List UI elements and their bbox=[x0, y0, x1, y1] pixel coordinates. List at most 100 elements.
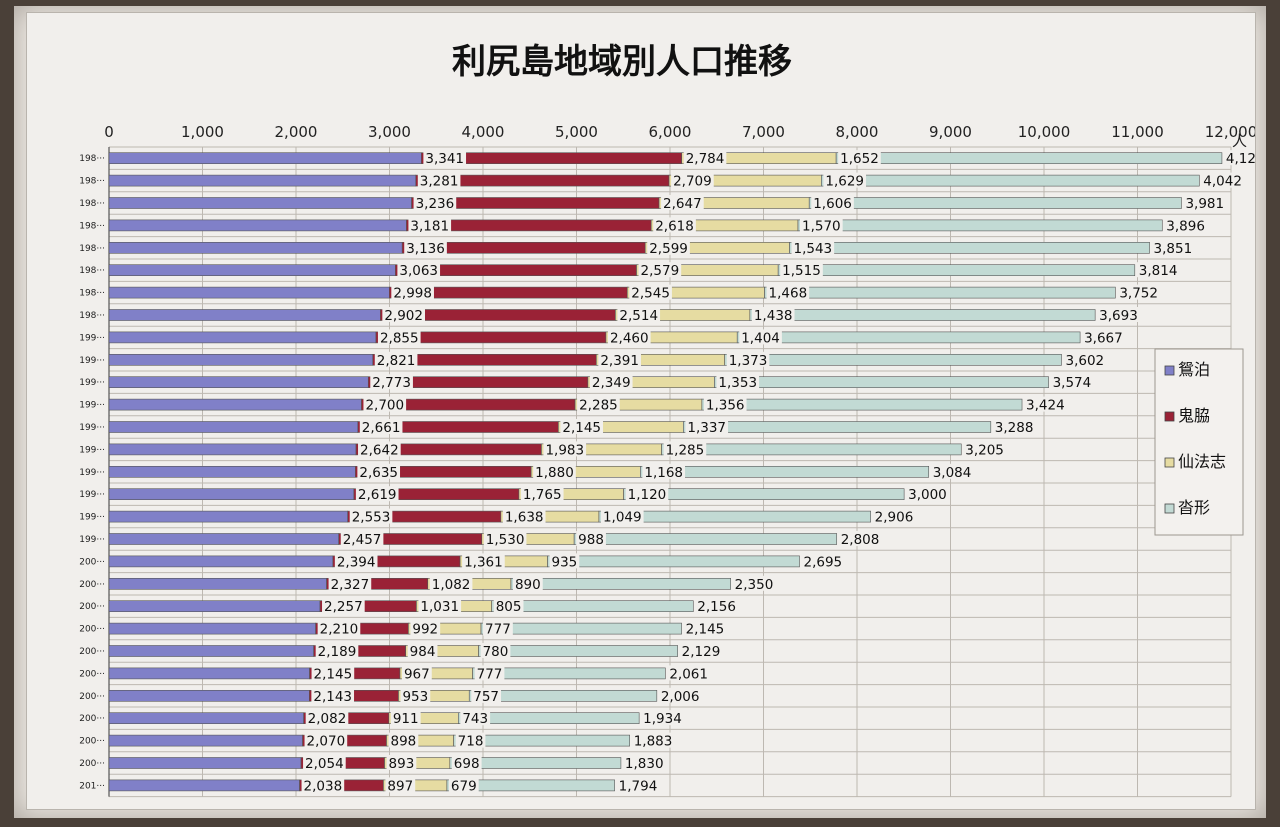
data-label-background bbox=[407, 643, 438, 658]
bar-segment-4 bbox=[468, 689, 658, 702]
x-tick-label: 4,000 bbox=[462, 123, 505, 141]
legend-label: 鬼脇 bbox=[1178, 406, 1210, 425]
category-label: 200··· bbox=[79, 625, 105, 635]
data-label: 1,031 bbox=[420, 599, 459, 615]
data-label-background bbox=[311, 687, 355, 703]
data-label-background bbox=[418, 598, 462, 614]
data-label-background bbox=[483, 620, 513, 636]
data-label: 1,570 bbox=[802, 218, 841, 234]
x-tick-label: 0 bbox=[104, 123, 114, 141]
data-label: 2,054 bbox=[305, 756, 344, 772]
bar-segment-1 bbox=[108, 353, 374, 366]
data-label-background bbox=[455, 732, 486, 748]
data-label: 3,205 bbox=[965, 442, 1004, 458]
data-label: 4,126 bbox=[1226, 151, 1255, 167]
data-label-background bbox=[374, 351, 418, 367]
data-label: 2,349 bbox=[592, 375, 631, 391]
chart-paper: 利尻島地域別人口推移 人 0 1,000 2,000 3,000 4,000 5,000 6… bbox=[26, 12, 1256, 810]
data-label: 2,070 bbox=[307, 734, 346, 750]
data-label: 1,285 bbox=[666, 442, 705, 458]
bar-segment-1 bbox=[108, 398, 362, 411]
data-label-background bbox=[502, 508, 546, 524]
data-label: 2,902 bbox=[384, 308, 423, 324]
data-label-background bbox=[838, 150, 881, 166]
data-label-background bbox=[823, 172, 867, 188]
data-label: 1,361 bbox=[464, 554, 503, 570]
data-label-background bbox=[328, 575, 372, 591]
data-label: 1,515 bbox=[782, 263, 821, 279]
x-tick-label: 8,000 bbox=[836, 123, 879, 141]
category-label: 199··· bbox=[79, 468, 105, 478]
data-label: 967 bbox=[404, 666, 430, 682]
bar-segment-1 bbox=[108, 757, 302, 769]
data-label: 2,545 bbox=[631, 286, 670, 302]
data-label: 1,168 bbox=[644, 465, 683, 481]
data-label-background bbox=[533, 463, 576, 479]
data-label-background bbox=[683, 620, 727, 636]
data-label-background bbox=[631, 732, 675, 748]
data-label: 2,700 bbox=[365, 398, 404, 414]
data-label: 2,514 bbox=[619, 308, 658, 324]
bar-segment-4 bbox=[480, 622, 682, 635]
bar-segment-4 bbox=[749, 309, 1096, 321]
data-label: 698 bbox=[454, 756, 480, 772]
data-label-background bbox=[413, 195, 457, 210]
data-label: 1,794 bbox=[619, 778, 658, 794]
category-label: 201··· bbox=[79, 781, 105, 791]
data-label: 2,661 bbox=[362, 420, 401, 436]
data-label: 3,341 bbox=[425, 151, 464, 167]
data-label: 1,983 bbox=[545, 442, 584, 458]
category-label: 198··· bbox=[79, 221, 105, 231]
data-label-background bbox=[386, 755, 417, 770]
x-tick-label: 3,000 bbox=[368, 123, 411, 141]
data-label: 1,830 bbox=[625, 756, 664, 772]
data-label-background bbox=[303, 755, 346, 770]
data-label-background bbox=[766, 284, 810, 300]
data-label-background bbox=[377, 329, 421, 345]
legend-swatch bbox=[1164, 365, 1175, 376]
category-label: 198··· bbox=[79, 199, 105, 209]
x-axis-ticks: 0 1,000 2,000 3,000 4,000 5,000 6,000 7,000 8,00… bbox=[104, 123, 1255, 141]
bar-segment-4 bbox=[835, 152, 1223, 164]
data-label: 2,460 bbox=[610, 330, 649, 346]
bar-segment-4 bbox=[701, 398, 1023, 411]
data-label: 984 bbox=[410, 644, 436, 660]
legend-label: 鴛泊 bbox=[1178, 360, 1210, 379]
data-label-background bbox=[1223, 150, 1255, 166]
data-label-background bbox=[642, 463, 686, 479]
data-label-background bbox=[311, 665, 355, 681]
bar-segment-1 bbox=[108, 779, 300, 792]
data-label-background bbox=[683, 150, 727, 166]
data-label-background bbox=[462, 553, 505, 569]
data-label: 898 bbox=[391, 734, 417, 750]
data-label: 2,618 bbox=[655, 218, 694, 234]
data-label: 3,136 bbox=[406, 241, 445, 257]
data-label-background bbox=[493, 598, 524, 614]
bar-segment-4 bbox=[491, 600, 694, 613]
data-label-background bbox=[301, 777, 345, 793]
category-label: 200··· bbox=[79, 714, 105, 724]
data-label-background bbox=[589, 374, 633, 390]
data-label: 1,543 bbox=[793, 241, 832, 257]
data-label-background bbox=[703, 396, 747, 412]
data-label-background bbox=[872, 508, 916, 524]
bar-segment-1 bbox=[108, 264, 396, 276]
category-label: 200··· bbox=[79, 759, 105, 769]
category-label: 199··· bbox=[79, 445, 105, 455]
bar-segment-1 bbox=[108, 331, 377, 344]
x-tick-label: 9,000 bbox=[929, 123, 972, 141]
data-label-background bbox=[1024, 396, 1067, 412]
data-label: 1,880 bbox=[535, 465, 574, 481]
x-tick-label: 6,000 bbox=[649, 123, 692, 141]
data-label-background bbox=[315, 643, 359, 658]
bar-segment-4 bbox=[764, 286, 1116, 299]
x-tick-label: 11,000 bbox=[1111, 123, 1164, 141]
data-label-background bbox=[370, 374, 413, 390]
data-label-background bbox=[1050, 374, 1094, 390]
data-label: 2,599 bbox=[649, 241, 688, 257]
data-label-background bbox=[726, 351, 770, 367]
data-label-background bbox=[448, 777, 479, 793]
data-label-background bbox=[1151, 239, 1195, 255]
bar-segment-1 bbox=[108, 197, 412, 209]
bar-segment-1 bbox=[108, 152, 422, 164]
